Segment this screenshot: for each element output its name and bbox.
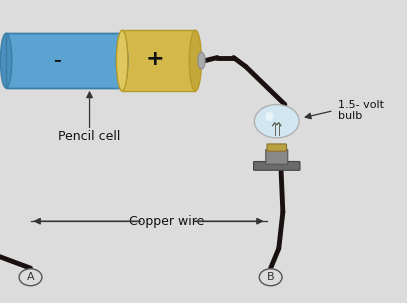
FancyBboxPatch shape <box>267 144 287 151</box>
FancyBboxPatch shape <box>254 161 300 170</box>
Text: Copper wire: Copper wire <box>129 215 205 228</box>
Ellipse shape <box>116 33 128 88</box>
Circle shape <box>254 105 299 138</box>
Bar <box>122 30 195 91</box>
Bar <box>6 33 122 88</box>
Ellipse shape <box>265 112 274 121</box>
Circle shape <box>259 269 282 286</box>
FancyBboxPatch shape <box>266 149 288 164</box>
Text: ━: ━ <box>54 55 60 66</box>
Text: Pencil cell: Pencil cell <box>58 130 121 143</box>
Text: +: + <box>145 49 164 69</box>
Ellipse shape <box>0 33 12 88</box>
Circle shape <box>19 269 42 286</box>
Text: 1.5- volt
bulb: 1.5- volt bulb <box>338 100 384 122</box>
Text: B: B <box>267 272 274 282</box>
Text: A: A <box>27 272 34 282</box>
Ellipse shape <box>198 52 205 69</box>
Ellipse shape <box>189 30 201 91</box>
Ellipse shape <box>116 30 128 91</box>
Bar <box>6 33 122 88</box>
